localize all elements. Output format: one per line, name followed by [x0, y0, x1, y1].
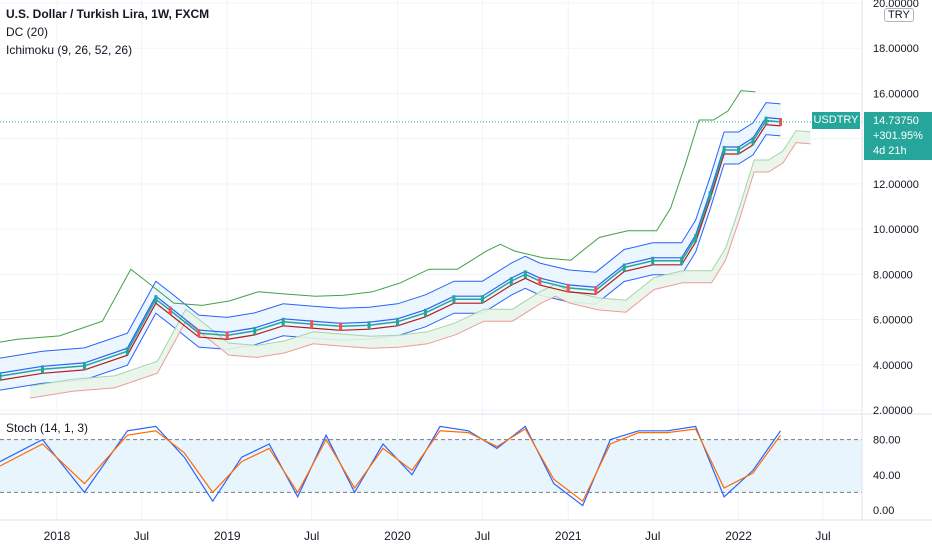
candle: [764, 116, 768, 125]
candle: [708, 191, 712, 200]
candle: [197, 329, 201, 338]
price-tick-label: 16.00000: [873, 88, 919, 100]
last-price: 14.73750: [873, 115, 919, 127]
candle: [480, 295, 484, 304]
stoch-d-line: [0, 428, 781, 503]
stoch-k-line: [0, 425, 781, 507]
price-pane: [0, 90, 862, 399]
candle: [651, 256, 655, 265]
candle: [566, 283, 570, 292]
price-tick-label: 4.00000: [873, 360, 913, 372]
time-tick-label: Jul: [475, 529, 490, 543]
candle: [154, 295, 158, 304]
candle: [452, 295, 456, 304]
stoch-legend[interactable]: Stoch (14, 1, 3): [6, 421, 89, 435]
price-tick-label: 6.00000: [873, 315, 913, 327]
candle: [523, 270, 527, 279]
time-tick-label: Jul: [645, 529, 660, 543]
candle: [509, 277, 513, 286]
leading-span-a: [29, 130, 811, 387]
candle: [40, 365, 44, 374]
dc-legend[interactable]: DC (20): [6, 25, 49, 39]
candle: [722, 145, 726, 154]
time-tick-label: 2022: [725, 529, 752, 543]
stoch-band: [0, 439, 862, 493]
ichimoku-cloud: [30, 130, 811, 399]
candle: [310, 320, 314, 329]
price-tick-label: 2.00000: [873, 405, 913, 417]
time-tick-label: Jul: [304, 529, 319, 543]
price-tick-label: 12.00000: [873, 179, 919, 191]
chart-title[interactable]: U.S. Dollar / Turkish Lira, 1W, FXCM: [6, 7, 210, 21]
candle: [680, 256, 684, 265]
stoch-pane: [0, 425, 862, 507]
candle: [339, 322, 343, 331]
stoch-tick-label: 80.00: [873, 435, 901, 447]
price-line: [0, 119, 781, 377]
currency-label[interactable]: TRY: [884, 8, 914, 22]
time-tick-label: 2021: [555, 529, 582, 543]
stoch-tick-label: 0.00: [873, 505, 894, 517]
time-tick-label: 2019: [214, 529, 241, 543]
price-change: +301.95%: [873, 130, 923, 142]
time-tick-label: 2020: [384, 529, 411, 543]
candle: [538, 277, 542, 286]
candle: [594, 286, 598, 295]
price-tick-label: 18.00000: [873, 43, 919, 55]
bar-countdown: 4d 21h: [873, 145, 907, 157]
candle: [367, 321, 371, 330]
time-tick-label: Jul: [134, 529, 149, 543]
candle: [396, 317, 400, 326]
candle: [751, 136, 755, 145]
candle: [423, 308, 427, 317]
symbol-badge: USDTRY: [812, 112, 860, 129]
candle: [737, 145, 741, 154]
candle: [225, 331, 229, 340]
candle: [281, 317, 285, 326]
price-tick-label: 10.00000: [873, 224, 919, 236]
price-tick-label: 20.00000: [873, 0, 919, 10]
donchian-upper: [0, 102, 781, 359]
price-tick-label: 8.00000: [873, 269, 913, 281]
candle: [168, 306, 172, 315]
lagging-span: [0, 90, 756, 343]
stoch-tick-label: 40.00: [873, 470, 901, 482]
last-price-badge: 14.73750 +301.95% 4d 21h: [864, 112, 932, 160]
time-tick-label: 2018: [44, 529, 71, 543]
candle: [125, 347, 129, 356]
conversion-line: [0, 116, 781, 374]
candle: [0, 372, 2, 381]
base-line: [0, 123, 781, 381]
candle: [622, 263, 626, 272]
candle: [82, 361, 86, 370]
candle: [253, 326, 257, 335]
leading-span-b: [29, 142, 811, 399]
time-tick-label: Jul: [815, 529, 830, 543]
ichimoku-legend[interactable]: Ichimoku (9, 26, 52, 26): [6, 43, 133, 57]
candle: [694, 234, 698, 243]
